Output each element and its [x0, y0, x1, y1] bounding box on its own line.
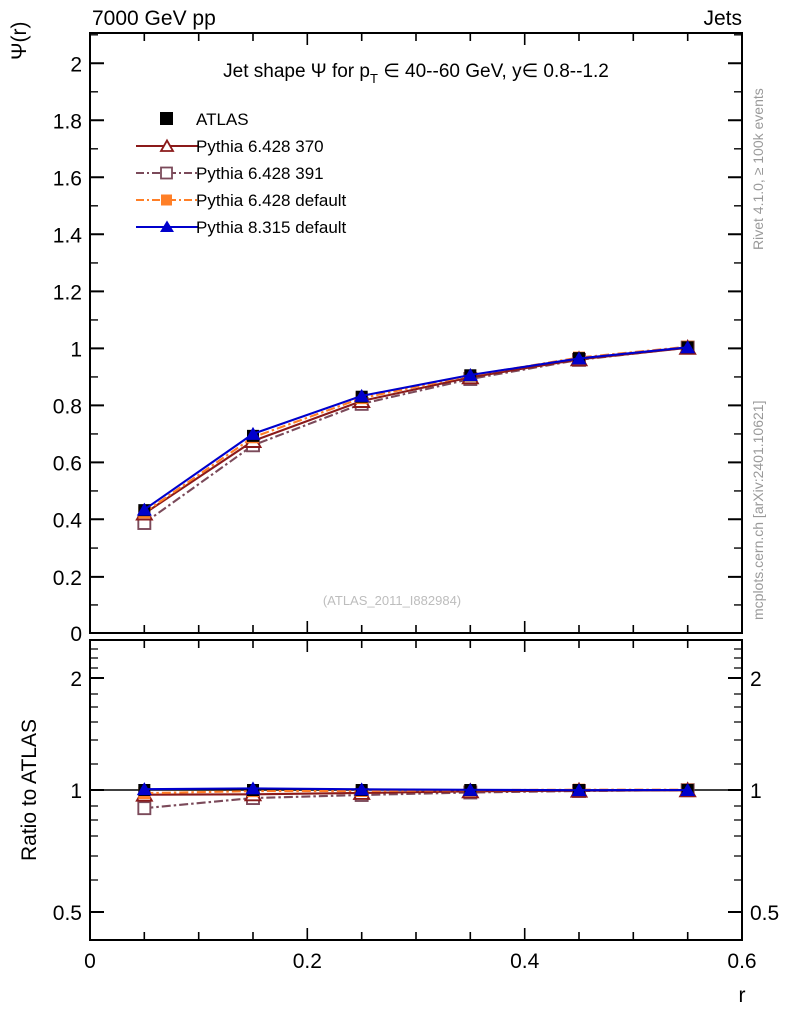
data-marker — [571, 351, 587, 365]
legend-label-pythia6428-370: Pythia 6.428 370 — [196, 137, 324, 156]
series-pythia-8-315-default — [136, 340, 696, 516]
data-marker — [354, 782, 370, 796]
svg-text:1.6: 1.6 — [53, 167, 82, 190]
ratio-y-tick-labels-right: 0.5 1 2 — [750, 668, 779, 925]
legend-label-pythia6428-default: Pythia 6.428 default — [196, 191, 347, 210]
ratio-x-ticks — [89, 640, 743, 940]
data-marker — [680, 340, 696, 354]
ratio-y-axis-label: Ratio to ATLAS — [18, 719, 41, 861]
legend-item-pythia6428-default: Pythia 6.428 default — [136, 191, 347, 210]
series-pythia-8-315-default — [136, 781, 696, 797]
svg-text:1: 1 — [70, 780, 82, 803]
legend-label-atlas: ATLAS — [196, 110, 249, 129]
svg-text:0.8: 0.8 — [53, 395, 82, 418]
legend-item-pythia6428-370: Pythia 6.428 370 — [136, 137, 324, 156]
svg-text:1.4: 1.4 — [53, 224, 83, 247]
main-data-series — [135, 338, 697, 530]
data-marker — [136, 782, 152, 796]
series-pythia-6-428-default — [138, 340, 694, 519]
series-line — [144, 788, 688, 795]
x-tick-labels: 0 0.2 0.4 0.6 — [84, 950, 756, 973]
svg-text:0.5: 0.5 — [53, 902, 82, 925]
series-line — [143, 346, 688, 515]
series-pythia-6-428-370 — [135, 338, 697, 521]
x-tick-0: 0 — [84, 950, 96, 973]
svg-text:1: 1 — [70, 338, 82, 361]
series-pythia-6-428-391 — [137, 340, 695, 530]
data-marker — [680, 783, 696, 796]
svg-text:0.4: 0.4 — [53, 509, 83, 532]
main-x-ticks — [89, 33, 743, 633]
series-atlas — [138, 341, 694, 517]
x-tick-3: 0.6 — [727, 950, 756, 973]
data-marker — [462, 368, 478, 381]
analysis-id-watermark: (ATLAS_2011_I882984) — [323, 593, 461, 608]
svg-text:0.5: 0.5 — [750, 902, 779, 925]
data-marker — [137, 801, 152, 816]
main-title: Jet shape Ψ for pT ∈ 40--60 GeV, y∈ 0.8-… — [223, 61, 609, 86]
series-line — [144, 789, 688, 810]
rivet-version-note: Rivet 4.1.0, ≥ 100k events — [750, 88, 766, 250]
series-line — [143, 346, 688, 511]
main-y-axis-label: Ψ(r) — [8, 21, 31, 60]
series-line — [144, 787, 688, 792]
svg-text:0.6: 0.6 — [53, 452, 82, 475]
legend: ATLAS Pythia 6.428 370 Pythia 6.428 391 … — [136, 110, 347, 237]
data-marker — [136, 502, 152, 516]
svg-text:0: 0 — [70, 623, 82, 646]
ratio-data-series — [135, 781, 697, 816]
svg-text:0.2: 0.2 — [53, 567, 82, 590]
ratio-y-tick-labels-left: 0.5 1 2 — [53, 668, 82, 925]
header-right-label: Jets — [703, 7, 742, 30]
data-marker — [462, 782, 478, 796]
svg-text:2: 2 — [750, 668, 762, 691]
legend-item-pythia6428-391: Pythia 6.428 391 — [136, 164, 324, 183]
series-line — [143, 346, 688, 524]
ratio-y-ticks — [90, 677, 742, 913]
main-y-tick-labels: 0 0.2 0.4 0.6 0.8 1 1.2 1.4 1.6 1.8 2 — [53, 53, 83, 646]
svg-text:1.8: 1.8 — [53, 110, 82, 133]
data-marker — [245, 426, 261, 440]
main-y-ticks — [90, 62, 742, 634]
x-tick-2: 0.4 — [510, 950, 540, 973]
svg-text:1: 1 — [750, 780, 762, 803]
legend-item-pythia8315-default: Pythia 8.315 default — [136, 218, 347, 237]
series-line — [143, 345, 688, 514]
svg-text:1.2: 1.2 — [53, 281, 82, 304]
ratio-y-minor-ticks — [90, 648, 742, 881]
data-marker — [354, 388, 370, 402]
legend-item-atlas: ATLAS — [160, 110, 249, 129]
legend-label-pythia6428-391: Pythia 6.428 391 — [196, 164, 324, 183]
main-y-minor-ticks — [90, 34, 742, 606]
x-axis-label: r — [739, 984, 746, 1007]
x-tick-1: 0.2 — [293, 950, 322, 973]
mcplots-note: mcplots.cern.ch [arXiv:2401.10621] — [750, 401, 766, 620]
main-panel: Ψ(r) Jet shape Ψ for pT ∈ 40--60 GeV, y∈… — [8, 21, 743, 646]
ratio-panel: Ratio to ATLAS 0.5 1 2 0.5 1 2 — [18, 639, 779, 941]
data-marker — [571, 783, 587, 797]
data-marker — [245, 781, 261, 795]
svg-text:2: 2 — [70, 668, 82, 691]
legend-label-pythia8315-default: Pythia 8.315 default — [196, 218, 347, 237]
header-left-label: 7000 GeV pp — [92, 7, 216, 30]
svg-text:2: 2 — [70, 53, 82, 76]
